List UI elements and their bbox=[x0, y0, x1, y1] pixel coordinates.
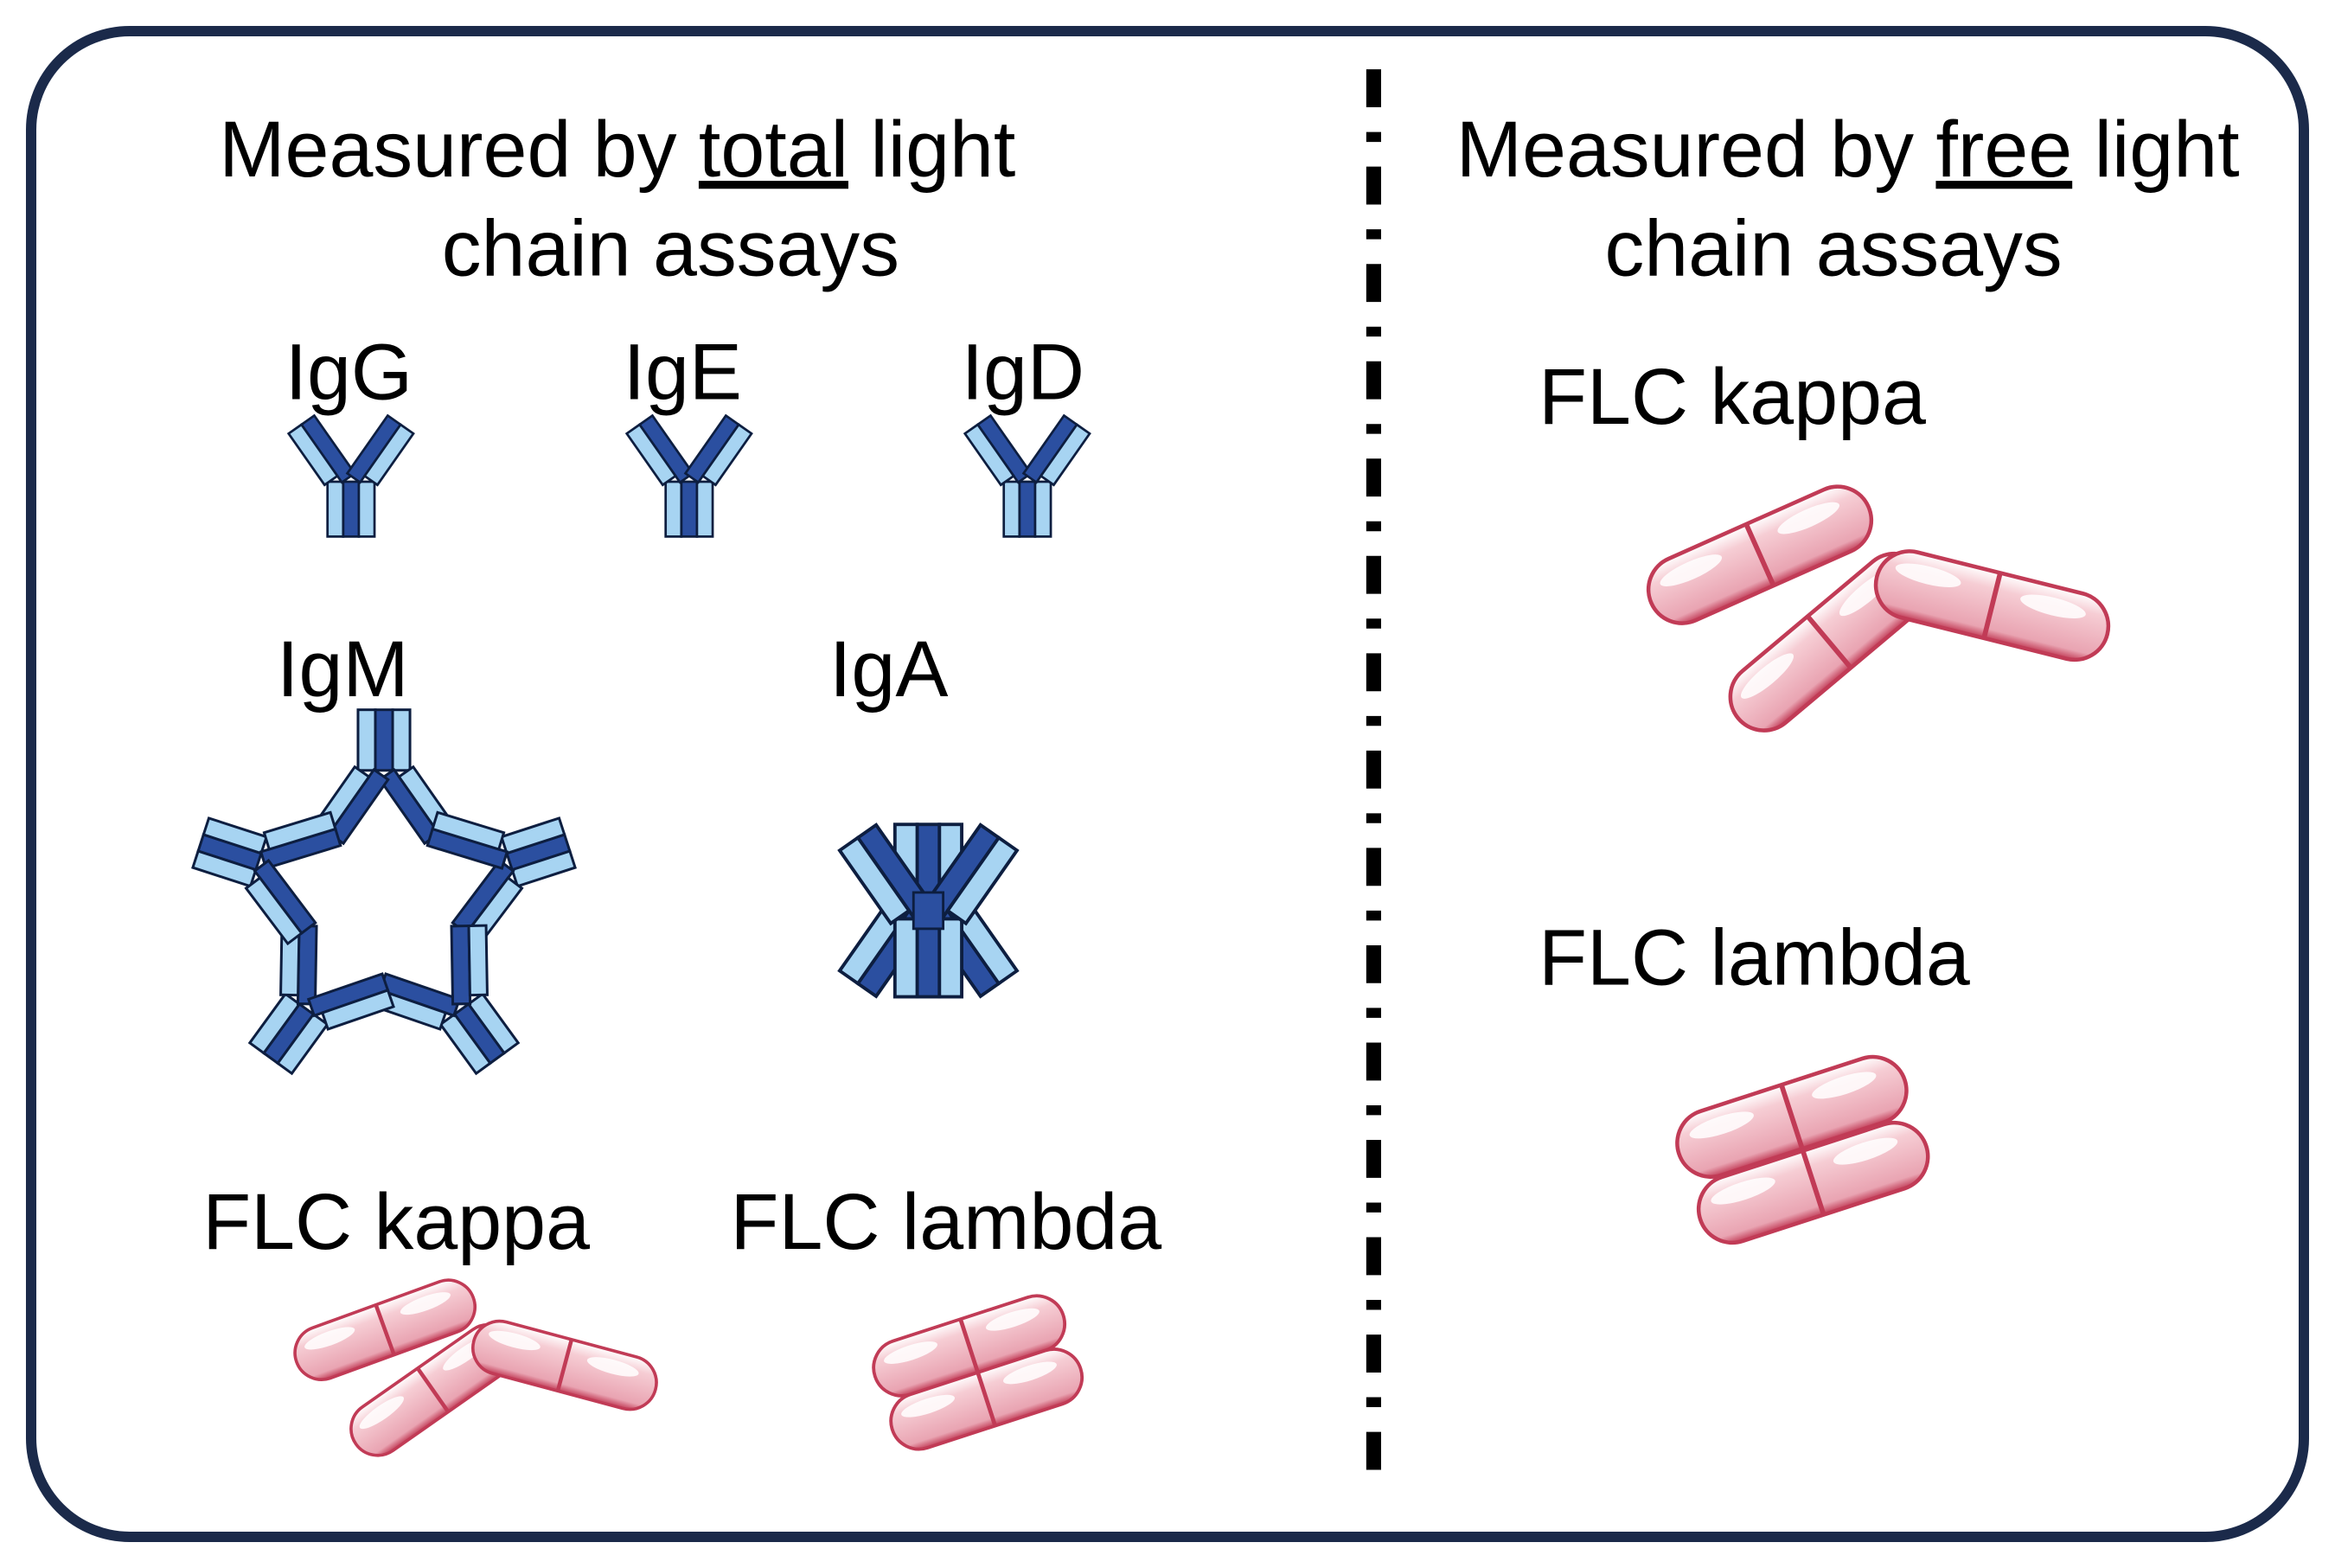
diagram-svg: Measured by total light chain assays IgG… bbox=[36, 36, 2299, 1532]
icon-IgE bbox=[627, 416, 752, 537]
label-left-flc-lambda: FLC lambda bbox=[731, 1178, 1162, 1266]
label-right-flc-kappa: FLC kappa bbox=[1539, 353, 1926, 441]
label-right-flc-lambda: FLC lambda bbox=[1539, 914, 1970, 1002]
right-heading-line1: Measured by free light bbox=[1456, 106, 2240, 194]
left-heading-prefix: Measured by bbox=[219, 106, 699, 194]
label-IgA: IgA bbox=[829, 625, 948, 714]
diagram-frame: Measured by total light chain assays IgG… bbox=[26, 26, 2309, 1542]
right-heading-line2: chain assays bbox=[1604, 205, 2062, 293]
label-IgE: IgE bbox=[624, 329, 742, 417]
right-heading-prefix: Measured by bbox=[1456, 106, 1936, 194]
left-heading-underlined: total bbox=[699, 106, 848, 194]
label-left-flc-kappa: FLC kappa bbox=[202, 1178, 590, 1266]
left-heading-line1: Measured by total light bbox=[219, 106, 1015, 194]
icon-left-flc-kappa bbox=[287, 1273, 662, 1466]
icon-IgM bbox=[180, 710, 589, 1099]
icon-left-flc-lambda bbox=[867, 1289, 1090, 1456]
icon-IgA bbox=[840, 824, 1017, 996]
icon-right-flc-kappa bbox=[1638, 476, 2115, 744]
right-heading-underlined: free bbox=[1935, 106, 2072, 194]
left-heading-suffix: light bbox=[848, 106, 1015, 194]
icon-IgG bbox=[289, 416, 413, 537]
right-heading-suffix: light bbox=[2072, 106, 2239, 194]
icon-right-flc-lambda bbox=[1668, 1048, 1936, 1251]
label-IgG: IgG bbox=[285, 329, 413, 417]
label-IgM: IgM bbox=[277, 625, 409, 714]
left-heading-line2: chain assays bbox=[442, 205, 899, 293]
label-IgD: IgD bbox=[962, 329, 1084, 417]
icon-IgD bbox=[965, 416, 1090, 537]
